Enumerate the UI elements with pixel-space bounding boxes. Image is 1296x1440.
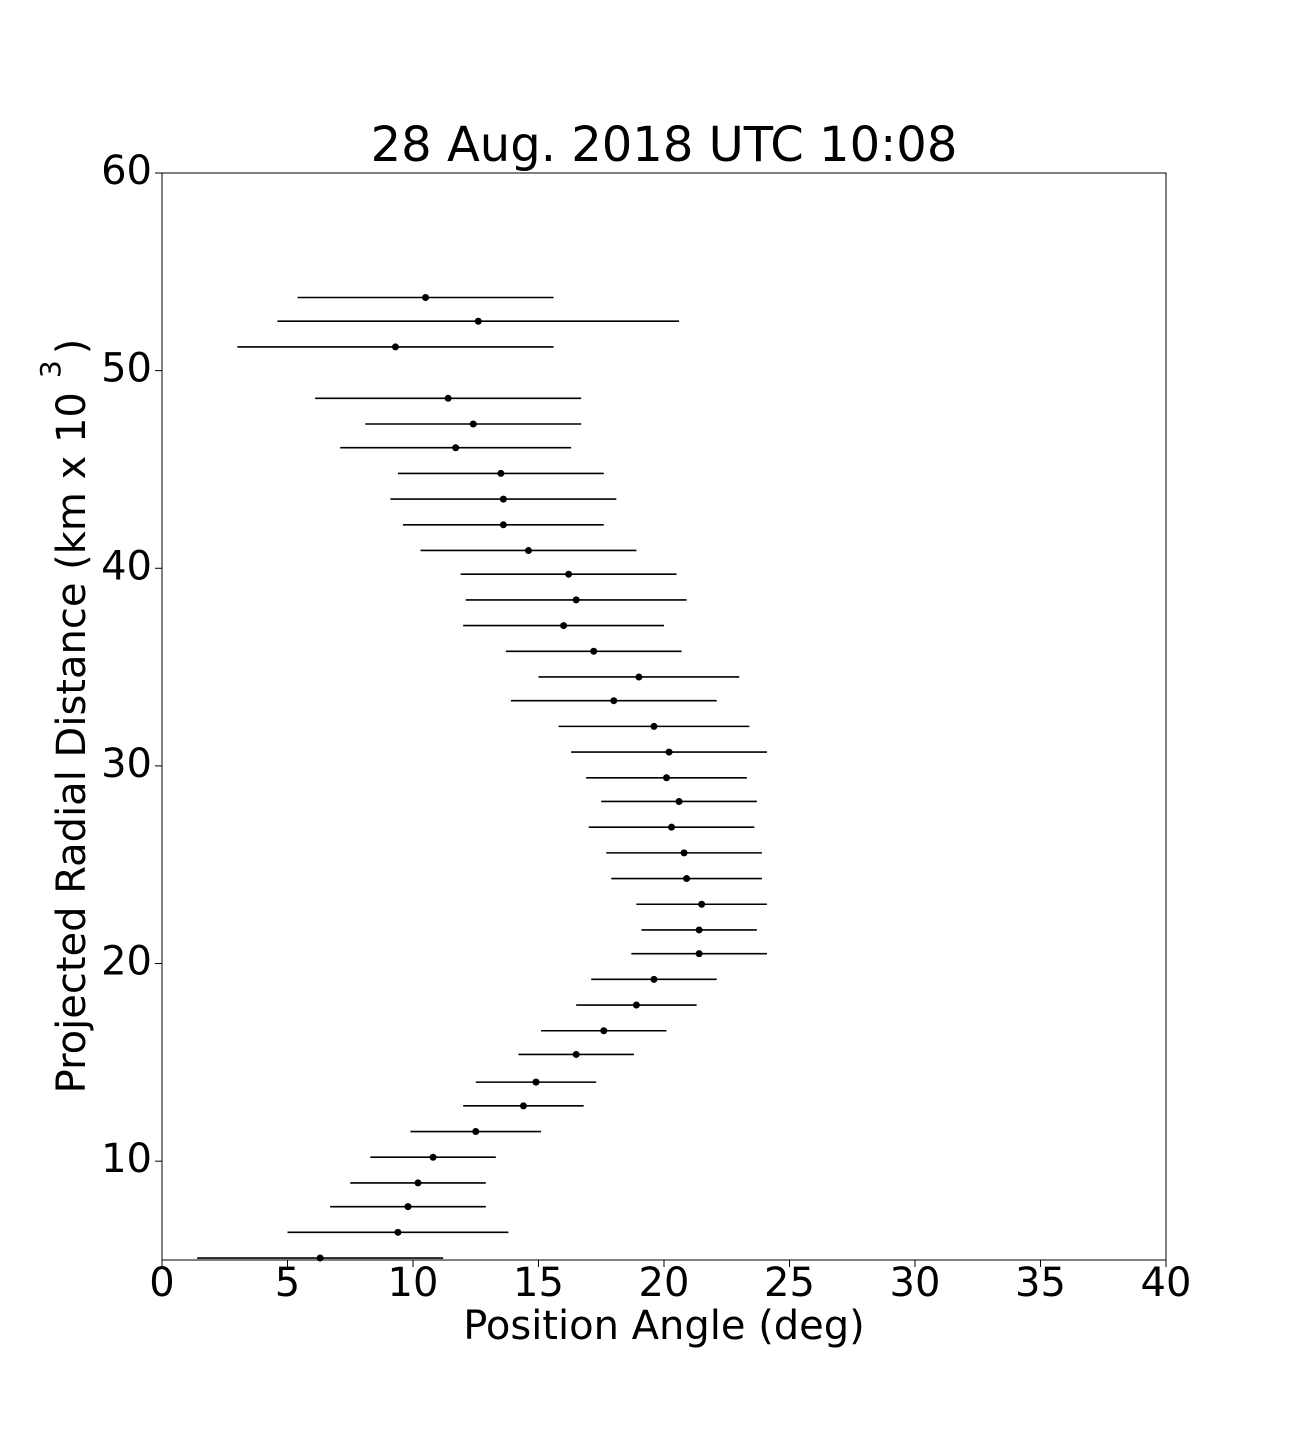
point [632,1001,640,1009]
point [650,975,658,983]
point [675,797,683,805]
point [668,823,676,831]
point [683,875,691,883]
x-tick-label: 10 [388,1260,439,1306]
point [572,1050,580,1058]
point [663,774,671,782]
y-tick-label: 40 [101,543,152,589]
point [469,420,477,428]
y-tick-label: 20 [101,939,152,985]
point [650,722,658,730]
point [610,697,618,705]
point [680,849,688,857]
point [499,495,507,503]
point [316,1254,324,1262]
y-tick-label: 30 [101,741,152,787]
y-tick-label: 60 [101,148,152,194]
point [414,1179,422,1187]
y-axis-label-superscript: 3 [34,360,67,378]
point [394,1228,402,1236]
x-tick-label: 5 [275,1260,300,1306]
point [590,647,598,655]
point [404,1203,412,1211]
y-axis-label-text: Projected Radial Distance (km x 10 [49,392,95,1093]
point [560,622,568,630]
y-axis-label-end: ) [49,339,95,355]
point [429,1153,437,1161]
x-axis-label: Position Angle (deg) [463,1303,865,1349]
point [532,1078,540,1086]
point [698,900,706,908]
x-tick-label: 30 [890,1260,941,1306]
point [474,317,482,325]
point [565,570,573,578]
point [695,926,703,934]
point [600,1027,608,1035]
x-tick-label: 25 [764,1260,815,1306]
plot-frame [161,172,1167,1261]
x-tick-label: 15 [513,1260,564,1306]
chart-title: 28 Aug. 2018 UTC 10:08 [371,117,958,173]
point [499,521,507,529]
x-tick-label: 0 [149,1260,174,1306]
point [472,1128,480,1136]
point [695,950,703,958]
point [665,748,673,756]
point [497,469,505,477]
x-tick-label: 35 [1015,1260,1066,1306]
point [452,444,460,452]
y-tick-label: 10 [101,1136,152,1182]
x-tick-label: 40 [1141,1260,1192,1306]
point [422,294,430,302]
y-axis-label: Projected Radial Distance (km x 10 3) [34,339,95,1094]
point [391,343,399,351]
point [519,1102,527,1110]
point [444,394,452,402]
x-tick-label: 20 [639,1260,690,1306]
point [635,673,643,681]
point [572,596,580,604]
point [524,546,532,554]
y-tick-label: 50 [101,346,152,392]
